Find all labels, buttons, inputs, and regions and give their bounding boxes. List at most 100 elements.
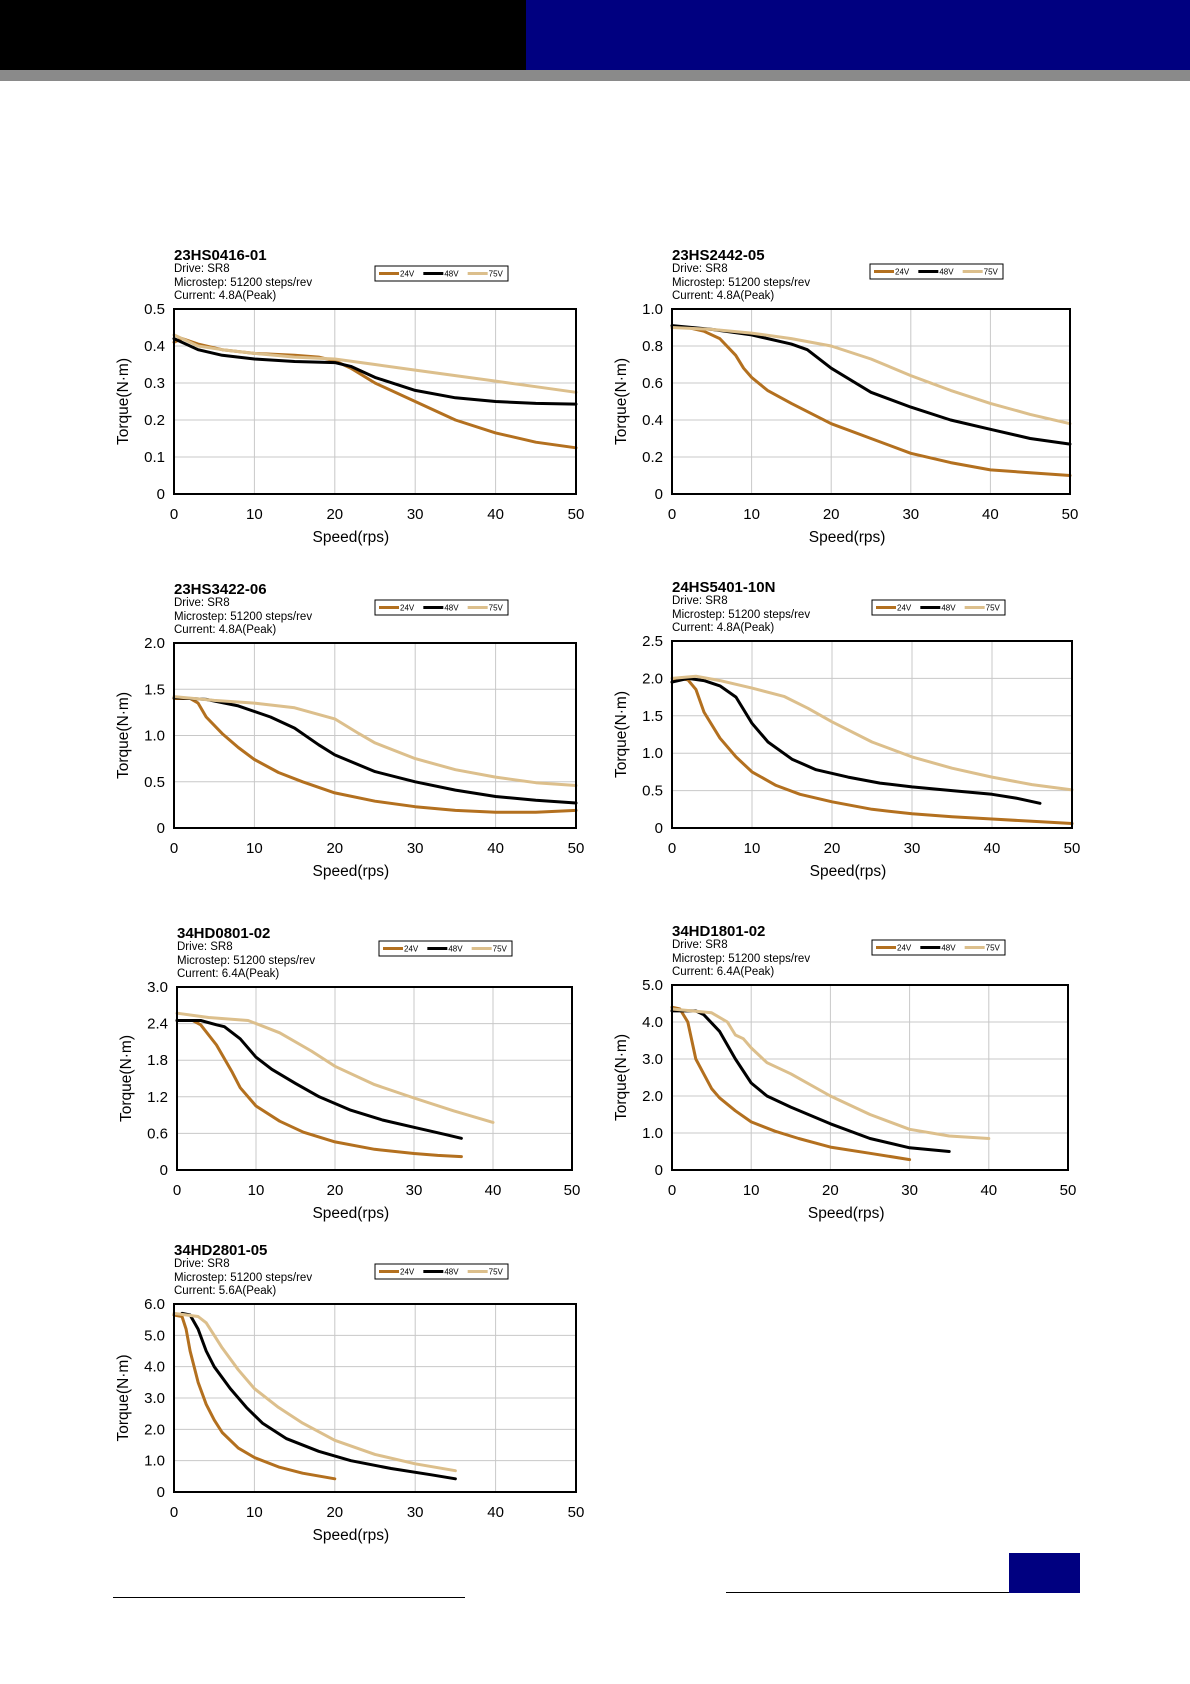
x-tick-label: 40 — [984, 840, 1001, 857]
series-line-24v — [670, 326, 1072, 477]
y-tick-label: 3.0 — [642, 1051, 663, 1068]
y-tick-label: 2.0 — [144, 1421, 165, 1438]
y-tick-label: 3.0 — [144, 1390, 165, 1407]
legend-label-24v: 24V — [897, 944, 912, 953]
series-line-24v — [172, 1313, 337, 1481]
chart-current-label: Current: 6.4A(Peak) — [672, 966, 774, 978]
y-tick-label: 6.0 — [144, 1296, 165, 1313]
x-axis-label: Speed(rps) — [312, 1205, 389, 1222]
legend-label-48v: 48V — [941, 604, 956, 613]
y-tick-label: 2.5 — [642, 633, 663, 650]
series-line-48v — [670, 1009, 951, 1153]
x-axis-label: Speed(rps) — [313, 529, 390, 546]
chart-plot-frame — [173, 642, 577, 829]
y-tick-label: 0 — [160, 1162, 168, 1179]
y-tick-label: 0 — [655, 820, 663, 837]
y-tick-label: 2.4 — [147, 1016, 168, 1033]
series-line-75v — [670, 1007, 991, 1140]
series-line-24v — [175, 1019, 463, 1159]
x-axis-label: Speed(rps) — [313, 863, 390, 880]
y-tick-label: 0.4 — [642, 412, 663, 429]
y-axis-label: Torque(N·m) — [118, 1035, 135, 1122]
chart-microstep-label: Microstep: 51200 steps/rev — [174, 1272, 312, 1284]
x-axis-label: Speed(rps) — [810, 863, 887, 880]
legend-label-75v: 75V — [984, 268, 999, 277]
y-tick-label: 0.5 — [642, 783, 663, 800]
x-tick-label: 20 — [823, 506, 840, 523]
chart-title: 34HD0801-02 — [177, 925, 270, 942]
series-line-24v — [172, 337, 578, 450]
legend-label-48v: 48V — [939, 268, 954, 277]
chart-drive-label: Drive: SR8 — [174, 1258, 230, 1270]
chart-microstep-label: Microstep: 51200 steps/rev — [672, 609, 810, 621]
legend-label-24v: 24V — [897, 604, 912, 613]
x-tick-label: 10 — [743, 1182, 760, 1199]
series-line-75v — [172, 695, 578, 787]
chart-title: 23HS3422-06 — [174, 581, 267, 598]
y-axis-label: Torque(N·m) — [613, 691, 630, 778]
legend-label-48v: 48V — [444, 270, 459, 279]
chart-drive-label: Drive: SR8 — [672, 939, 728, 951]
y-tick-label: 0.5 — [144, 301, 165, 318]
y-tick-label: 0 — [655, 1162, 663, 1179]
x-tick-label: 30 — [407, 506, 424, 523]
y-axis-label: Torque(N·m) — [115, 1355, 132, 1442]
x-tick-label: 0 — [170, 840, 178, 857]
y-tick-label: 1.0 — [642, 745, 663, 762]
chart-drive-label: Drive: SR8 — [174, 263, 230, 275]
series-line-24v — [172, 697, 578, 814]
chart-title: 23HS2442-05 — [672, 247, 765, 264]
x-tick-label: 30 — [901, 1182, 918, 1199]
x-tick-label: 10 — [246, 840, 263, 857]
y-tick-label: 1.0 — [144, 728, 165, 745]
x-tick-label: 20 — [326, 506, 343, 523]
chart-plot-frame — [173, 1303, 577, 1493]
legend-label-24v: 24V — [400, 604, 415, 613]
chart-plot-frame — [176, 986, 573, 1171]
x-tick-label: 30 — [904, 840, 921, 857]
y-tick-label: 1.0 — [642, 1125, 663, 1142]
chart-drive-label: Drive: SR8 — [672, 595, 728, 607]
y-tick-label: 0.1 — [144, 449, 165, 466]
footer-rule-left — [113, 1597, 465, 1598]
y-axis-label: Torque(N·m) — [613, 1034, 630, 1121]
x-tick-label: 0 — [173, 1182, 181, 1199]
y-tick-label: 1.0 — [642, 301, 663, 318]
y-tick-label: 0.3 — [144, 375, 165, 392]
chart-drive-label: Drive: SR8 — [177, 941, 233, 953]
x-tick-label: 0 — [668, 1182, 676, 1199]
legend-label-75v: 75V — [489, 1268, 504, 1277]
x-tick-label: 50 — [1060, 1182, 1077, 1199]
chart-title: 23HS0416-01 — [174, 247, 267, 264]
y-tick-label: 0.2 — [144, 412, 165, 429]
series-line-48v — [172, 337, 578, 406]
legend-label-48v: 48V — [941, 944, 956, 953]
y-tick-label: 0.4 — [144, 338, 165, 355]
series-line-48v — [670, 324, 1072, 446]
chart-microstep-label: Microstep: 51200 steps/rev — [174, 277, 312, 289]
legend-label-24v: 24V — [404, 945, 419, 954]
x-tick-label: 20 — [326, 840, 343, 857]
chart-microstep-label: Microstep: 51200 steps/rev — [174, 611, 312, 623]
y-tick-label: 1.0 — [144, 1453, 165, 1470]
y-tick-label: 0 — [157, 1484, 165, 1501]
series-line-75v — [175, 1011, 495, 1124]
y-tick-label: 2.0 — [642, 1088, 663, 1105]
chart-current-label: Current: 4.8A(Peak) — [174, 624, 276, 636]
x-axis-label: Speed(rps) — [808, 1205, 885, 1222]
x-tick-label: 20 — [824, 840, 841, 857]
x-tick-label: 50 — [1062, 506, 1079, 523]
y-tick-label: 2.0 — [642, 670, 663, 687]
legend-label-48v: 48V — [444, 604, 459, 613]
header-grey-rule — [0, 70, 1190, 81]
legend-label-75v: 75V — [489, 270, 504, 279]
series-line-48v — [175, 1019, 463, 1140]
legend-label-75v: 75V — [493, 945, 508, 954]
x-tick-label: 30 — [406, 1182, 423, 1199]
y-tick-label: 0.8 — [642, 338, 663, 355]
series-line-48v — [180, 1311, 457, 1481]
x-tick-label: 10 — [744, 840, 761, 857]
y-tick-label: 1.8 — [147, 1052, 168, 1069]
x-tick-label: 0 — [170, 1504, 178, 1521]
x-tick-label: 40 — [485, 1182, 502, 1199]
